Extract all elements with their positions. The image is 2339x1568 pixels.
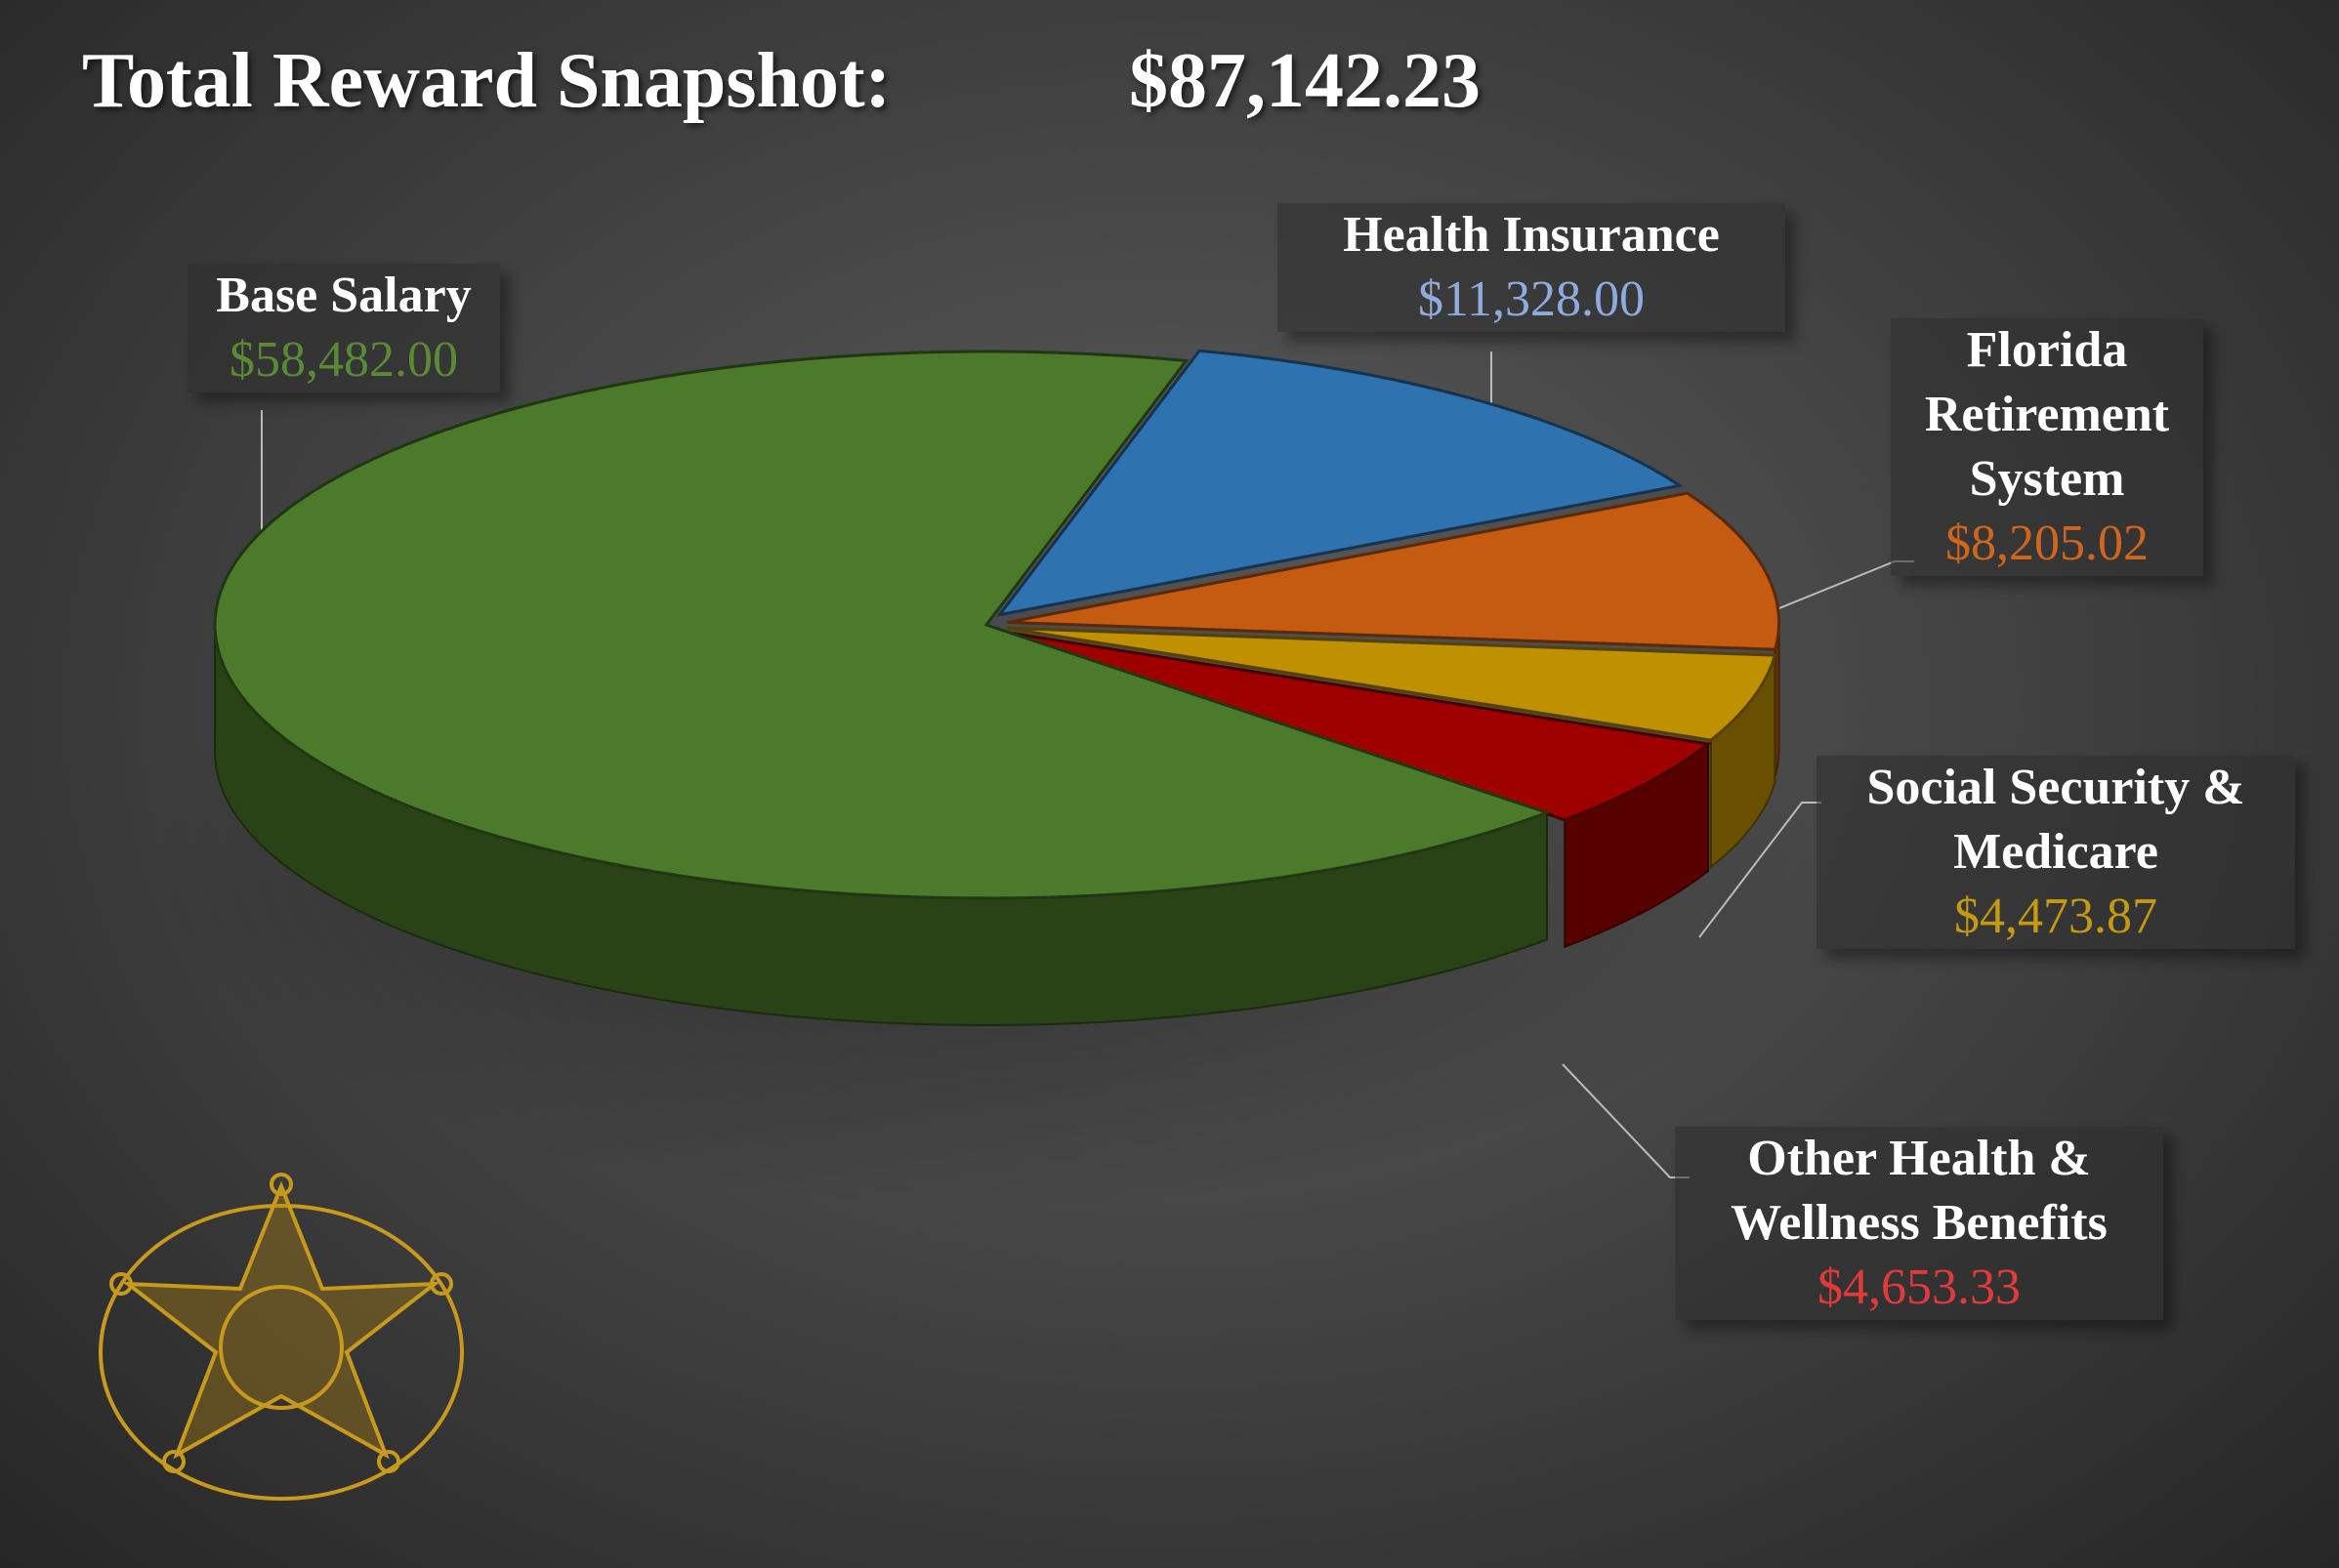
value-label: $11,328.00	[1417, 271, 1646, 327]
value-label: $4,653.33	[1817, 1259, 2021, 1315]
slice	[1007, 491, 1781, 651]
slice	[213, 350, 1552, 900]
slice-label: Florida Retirement System $8,205.02	[1891, 318, 2203, 576]
category-label: Base Salary	[216, 268, 472, 323]
value-label: $8,205.02	[1945, 516, 2149, 571]
category-label: Other Health & Wellness Benefits	[1731, 1131, 2108, 1251]
slice-label: Other Health & Wellness Benefits $4,653.3…	[1675, 1127, 2163, 1320]
slice	[1007, 626, 1777, 742]
sheriff-logo	[99, 1173, 464, 1501]
slice-label: Base Salary $58,482.00	[188, 264, 500, 392]
category-label: Florida Retirement System	[1924, 322, 2170, 507]
value-label: $4,473.87	[1954, 888, 2157, 944]
slice	[1003, 630, 1712, 822]
slice	[996, 349, 1684, 617]
slice-label: Health Insurance $11,328.00	[1277, 203, 1785, 332]
value-label: $58,482.00	[230, 332, 458, 388]
title: Total Reward Snapshot:	[82, 38, 892, 124]
total-value: $87,142.23	[1129, 38, 1481, 124]
category-label: Social Security & Medicare	[1866, 760, 2245, 880]
category-label: Health Insurance	[1343, 207, 1720, 263]
pie	[213, 349, 1781, 1026]
slice-label: Social Security & Medicare $4,473.87	[1817, 756, 2295, 949]
